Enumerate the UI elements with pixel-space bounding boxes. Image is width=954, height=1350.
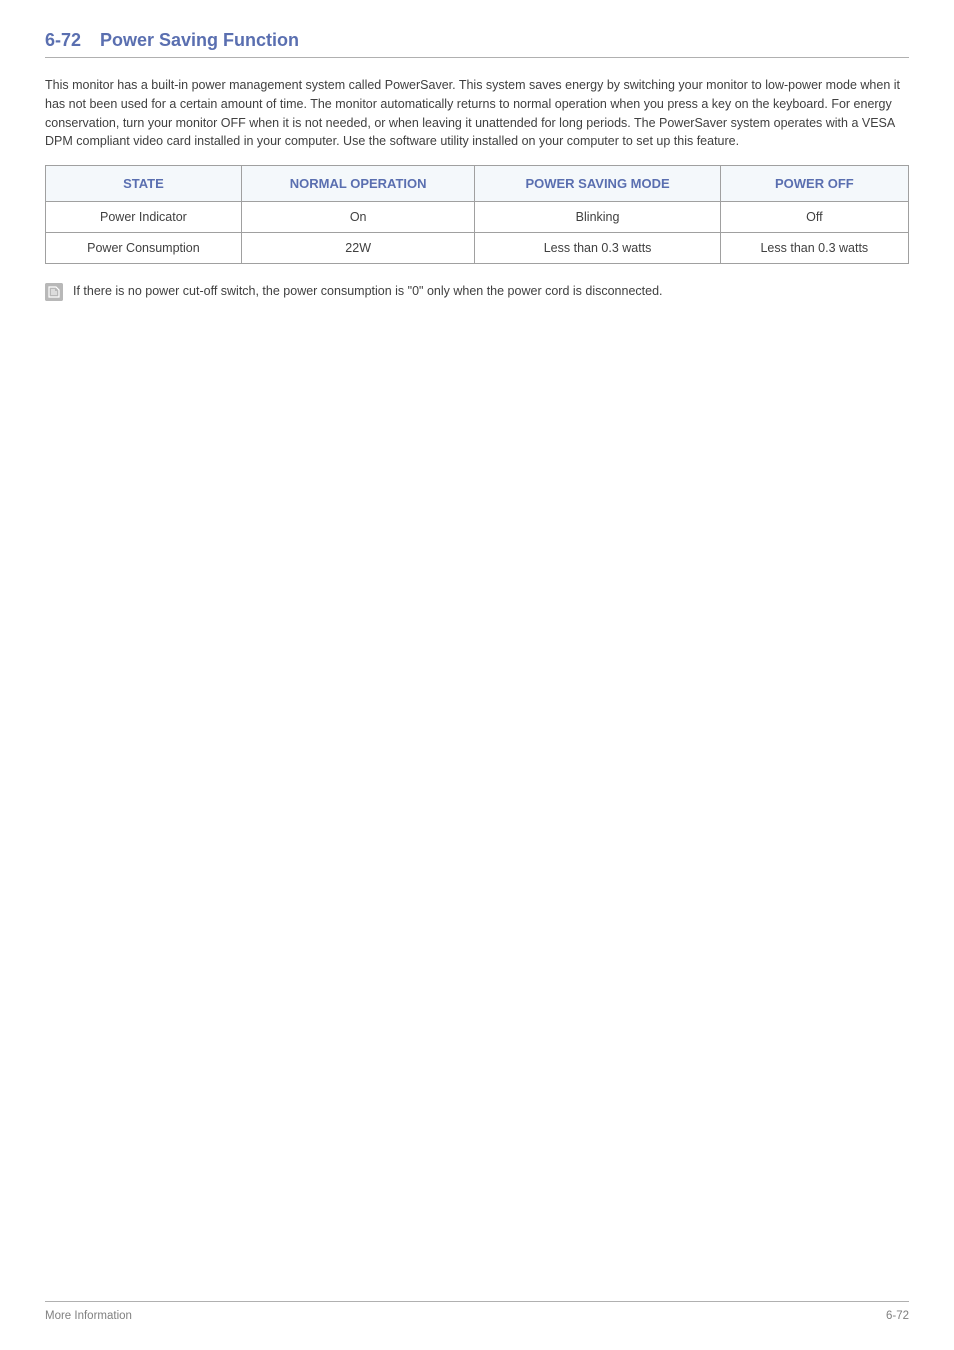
footer-left: More Information — [45, 1310, 132, 1322]
cell-0-1: On — [241, 202, 475, 233]
header-state: STATE — [46, 166, 242, 202]
section-title: Power Saving Function — [100, 30, 299, 50]
table-row: Power Consumption 22W Less than 0.3 watt… — [46, 233, 909, 264]
header-normal: NORMAL OPERATION — [241, 166, 475, 202]
cell-1-2: Less than 0.3 watts — [475, 233, 720, 264]
cell-0-3: Off — [720, 202, 908, 233]
section-number: 6-72 — [45, 30, 81, 50]
table-row: Power Indicator On Blinking Off — [46, 202, 909, 233]
cell-1-3: Less than 0.3 watts — [720, 233, 908, 264]
header-off: POWER OFF — [720, 166, 908, 202]
table-header-row: STATE NORMAL OPERATION POWER SAVING MODE… — [46, 166, 909, 202]
cell-1-0: Power Consumption — [46, 233, 242, 264]
page-footer: More Information 6-72 — [45, 1301, 909, 1322]
header-saving: POWER SAVING MODE — [475, 166, 720, 202]
section-heading-row: 6-72 Power Saving Function — [45, 30, 909, 58]
note-icon — [45, 283, 63, 301]
cell-0-0: Power Indicator — [46, 202, 242, 233]
power-saving-table: STATE NORMAL OPERATION POWER SAVING MODE… — [45, 165, 909, 264]
intro-paragraph: This monitor has a built-in power manage… — [45, 76, 909, 151]
footer-right: 6-72 — [886, 1310, 909, 1322]
cell-1-1: 22W — [241, 233, 475, 264]
note-text: If there is no power cut-off switch, the… — [73, 282, 663, 301]
cell-0-2: Blinking — [475, 202, 720, 233]
note-row: If there is no power cut-off switch, the… — [45, 282, 909, 301]
section-spacer — [85, 30, 95, 50]
